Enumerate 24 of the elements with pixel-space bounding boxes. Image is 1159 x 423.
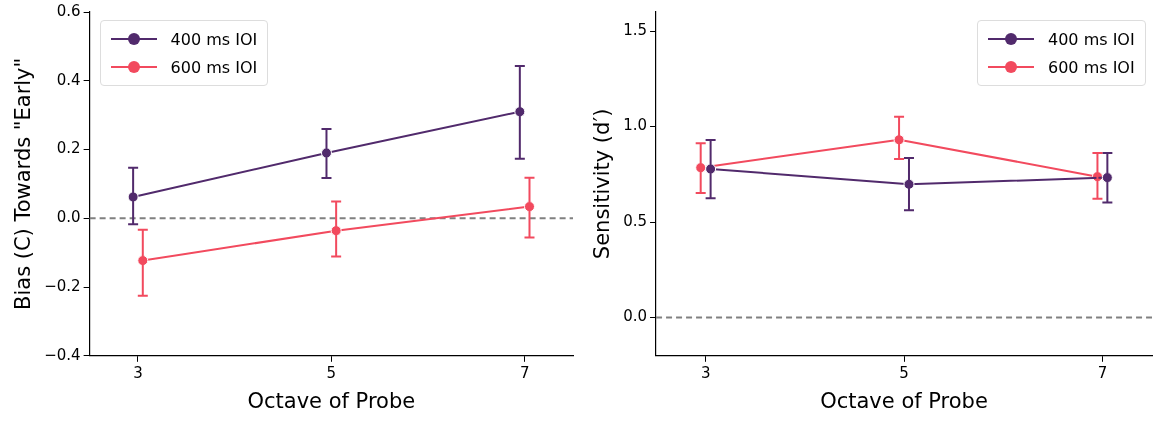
x-tick-label: 5 (326, 363, 337, 382)
y-tick-label: −0.4 (44, 345, 81, 364)
x-tick-label: 7 (519, 363, 530, 382)
x-tick-label: 3 (133, 363, 143, 382)
y-tick-label: −0.2 (44, 276, 81, 295)
legend-label: 400 ms IOI (170, 29, 258, 49)
y-tick-label: 0.0 (623, 307, 648, 326)
y-tick-label: 0.2 (56, 139, 81, 158)
legend-label: 600 ms IOI (1048, 57, 1135, 77)
x-tick-label: 3 (700, 363, 711, 382)
y-tick-label: 0.4 (56, 70, 81, 89)
y-tick-label: 0.6 (56, 1, 81, 20)
legend-label: 400 ms IOI (1048, 29, 1135, 49)
x-tick-label: 5 (899, 363, 909, 382)
y-tick-label: 1.0 (623, 116, 648, 135)
y-tick-label: 0.0 (56, 208, 81, 227)
x-axis-title: Octave of Probe (820, 388, 988, 413)
legend-label: 600 ms IOI (170, 57, 258, 77)
x-axis-title: Octave of Probe (247, 388, 416, 413)
y-tick-label: 0.5 (623, 211, 648, 230)
y-tick-label: 1.5 (623, 20, 648, 39)
y-axis-title: Bias (C) Towards "Early" (11, 57, 36, 310)
y-axis-title: Sensitivity (d′) (590, 108, 615, 260)
x-tick-label: 7 (1097, 363, 1108, 382)
